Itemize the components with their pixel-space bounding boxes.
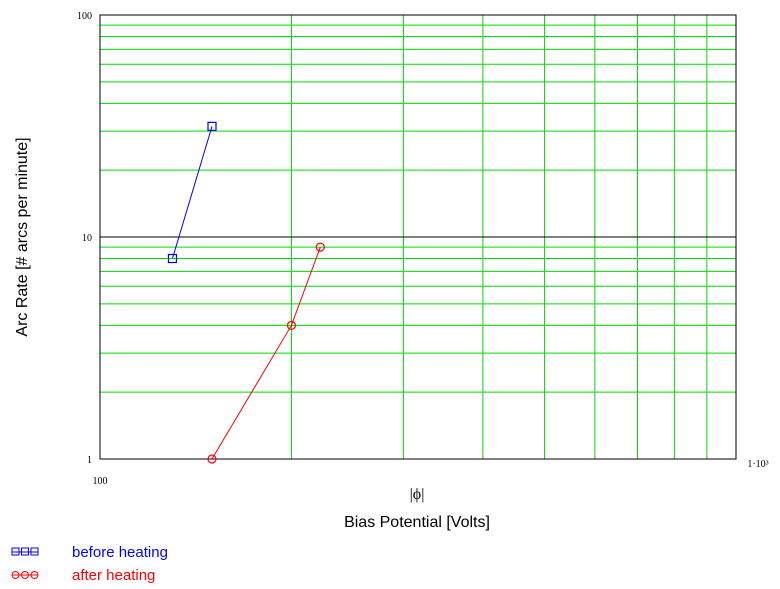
series-after-heating: [207, 242, 325, 464]
series-line: [211, 246, 321, 460]
data-point: [207, 121, 217, 131]
x-tick-label-1000: 1·10³: [747, 459, 768, 470]
data-point: [207, 454, 217, 464]
plot-frame: [99, 14, 737, 460]
series-layer: [167, 121, 325, 464]
y-tick-label-100: 100: [77, 11, 92, 22]
x-axis-title: Bias Potential [Volts]: [344, 514, 490, 531]
x-tick-label-100: 100: [93, 476, 108, 487]
x-axis-expression: |ϕ|: [410, 486, 425, 503]
y-tick-label-1: 1: [87, 455, 92, 466]
legend-label-before: before heating: [72, 544, 168, 561]
grid: [100, 15, 736, 459]
legend-marker-before: [11, 547, 39, 556]
legend: before heating after heating: [11, 544, 168, 584]
y-tick-label-10: 10: [82, 233, 92, 244]
data-point: [286, 320, 297, 330]
y-axis-title: Arc Rate [# arcs per minute]: [14, 137, 31, 336]
data-point: [167, 253, 178, 264]
data-point: [315, 242, 325, 252]
legend-label-after: after heating: [72, 567, 155, 584]
legend-marker-after: [11, 571, 39, 579]
series-before-heating: [167, 121, 217, 264]
series-line: [171, 126, 213, 259]
